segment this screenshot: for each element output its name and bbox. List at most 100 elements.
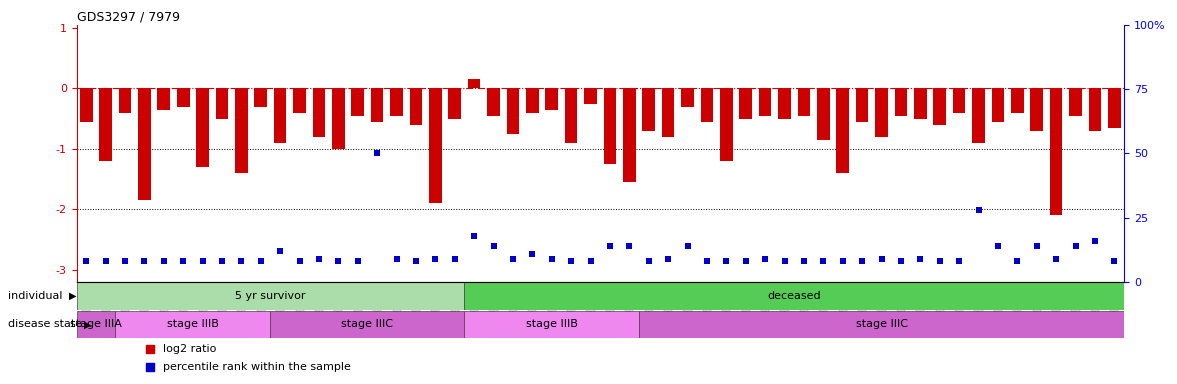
Point [930,258,949,265]
Point [1046,256,1065,262]
Point [232,258,251,265]
Bar [681,88,694,107]
Bar [254,88,267,107]
Bar [856,88,869,122]
Bar [352,88,364,116]
Bar [798,88,810,116]
Point [406,258,425,265]
Bar [933,88,946,125]
Text: deceased: deceased [767,291,822,301]
Point [97,258,115,265]
Bar [1089,88,1102,131]
Bar [720,88,732,161]
Bar [99,88,112,161]
Point [291,258,310,265]
Bar [759,88,771,116]
Bar [271,311,465,338]
Bar [465,311,639,338]
Bar [215,88,228,119]
Point [698,258,717,265]
Point [348,258,367,265]
Bar [410,88,423,125]
Point [77,258,95,265]
Point [154,258,173,265]
Point [543,256,561,262]
Bar [1050,88,1063,215]
Text: stage IIIB: stage IIIB [526,319,578,329]
Point [271,248,290,254]
Bar [138,88,151,200]
Point [193,258,212,265]
Point [969,207,988,213]
Bar [895,88,907,116]
Bar [545,88,558,109]
Bar [565,88,578,143]
Point [659,256,678,262]
Bar [430,88,441,203]
Text: percentile rank within the sample: percentile rank within the sample [164,362,351,372]
Bar [468,79,480,88]
Point [1066,243,1085,249]
Bar [992,88,1004,122]
Bar [177,88,189,107]
Bar [80,88,93,122]
Bar [506,88,519,134]
Point [1085,238,1104,244]
Bar [1069,88,1082,116]
Point [465,233,484,239]
Bar [972,88,985,143]
Text: GDS3297 / 7979: GDS3297 / 7979 [77,11,180,24]
Point [252,258,271,265]
Point [776,258,794,265]
Point [872,256,891,262]
Point [328,258,347,265]
Point [387,256,406,262]
Point [1008,258,1026,265]
Bar [1011,88,1024,113]
Bar [876,88,887,137]
Bar [526,88,539,113]
Text: log2 ratio: log2 ratio [164,344,217,354]
Text: stage IIIC: stage IIIC [856,319,907,329]
Point [367,151,386,157]
Bar [115,311,271,338]
Bar [313,88,325,137]
Point [600,243,619,249]
Point [620,243,639,249]
Bar [274,88,286,143]
Bar [235,88,247,173]
Point [639,258,658,265]
Bar [778,88,791,119]
Text: stage IIIC: stage IIIC [341,319,393,329]
Bar [700,88,713,122]
Bar [293,88,306,113]
Point [756,256,774,262]
Text: ▶: ▶ [84,319,92,329]
Bar [953,88,965,113]
Bar [197,88,208,167]
Bar [1030,88,1043,131]
Point [717,258,736,265]
Text: individual: individual [8,291,62,301]
Point [213,258,232,265]
Point [504,256,523,262]
Point [678,243,697,249]
Point [310,256,328,262]
Point [561,258,580,265]
Bar [332,88,345,149]
Bar [77,283,465,310]
Bar [915,88,926,119]
Bar [639,311,1124,338]
Bar [119,88,132,113]
Point [911,256,930,262]
Point [581,258,600,265]
Bar [661,88,674,137]
Bar [371,88,384,122]
Point [135,258,154,265]
Bar [739,88,752,119]
Point [852,258,871,265]
Bar [391,88,403,116]
Bar [604,88,617,164]
Bar [77,311,115,338]
Bar [837,88,849,173]
